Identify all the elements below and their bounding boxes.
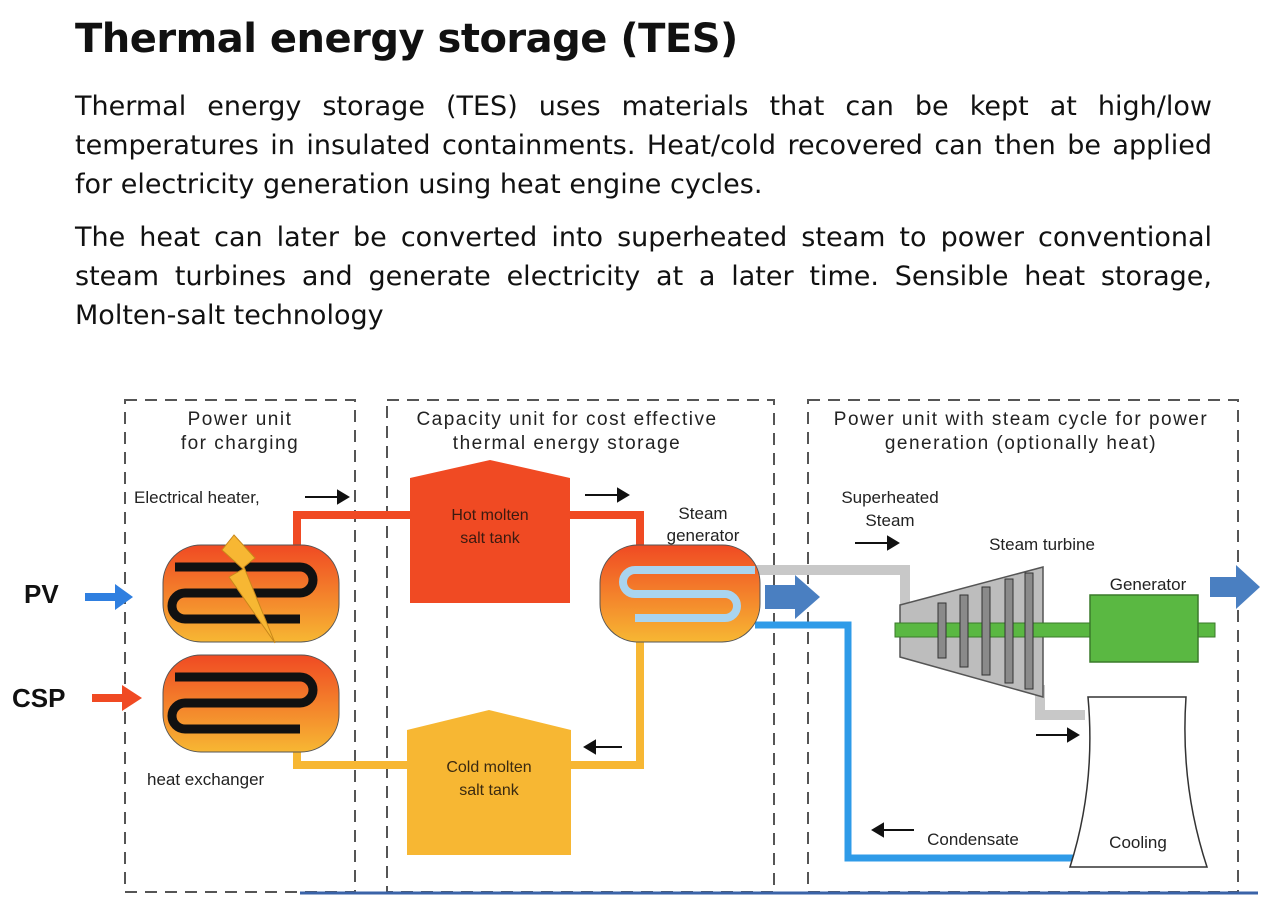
power-output-arrow (1210, 565, 1260, 609)
steam-turbine-label: Steam turbine (989, 535, 1095, 554)
capacity-section-box (386, 399, 775, 893)
water-pipe (755, 621, 1075, 862)
charging-heading-2: for charging (181, 433, 299, 454)
pv-label: PV (24, 579, 59, 609)
superheated-label-2: Steam (865, 511, 914, 530)
superheated-label-1: Superheated (841, 488, 938, 507)
intro-paragraph: Thermal energy storage (TES) uses materi… (75, 91, 1212, 200)
tes-diagram: Power unit for charging Capacity unit fo… (0, 345, 1280, 910)
cooling-tower (1068, 696, 1209, 868)
steam-generator-coil (619, 566, 755, 622)
cooling-label: Cooling (1109, 833, 1167, 852)
hot-tank-label-1: Hot molten (451, 507, 528, 524)
heat-transfer-arrow (765, 575, 820, 619)
condensate-label: Condensate (927, 830, 1019, 849)
turbine-blades (937, 572, 1034, 690)
flow-arrow-hot-out (585, 487, 630, 503)
hot-tank-label-2: salt tank (460, 530, 521, 547)
power-heading-2: generation (optionally heat) (885, 433, 1157, 454)
electrical-heater-label: Electrical heater, (134, 488, 260, 507)
capacity-heading-1: Capacity unit for cost effective (416, 409, 717, 430)
lightning-icon (221, 534, 276, 644)
charging-section-box (124, 399, 356, 893)
power-heading-1: Power unit with steam cycle for power (834, 409, 1208, 430)
generator (1089, 594, 1199, 663)
cold-tank-label-1: Cold molten (446, 759, 531, 776)
csp-arrow (92, 685, 142, 711)
steam-pipe (755, 565, 910, 610)
flow-arrow-exhaust (1036, 727, 1080, 743)
generator-label: Generator (1110, 575, 1187, 594)
capacity-heading-2: thermal energy storage (453, 433, 681, 454)
flow-arrow-condensate (871, 822, 914, 838)
exhaust-steam-pipe (1035, 685, 1085, 720)
flow-arrow-steam (855, 535, 900, 551)
flow-arrow-cold-in (583, 739, 622, 755)
tes-diagram-svg: Power unit for charging Capacity unit fo… (12, 399, 1260, 895)
csp-label: CSP (12, 683, 65, 713)
hot-tank (410, 460, 570, 603)
steam-generator-label-2: generator (667, 526, 740, 545)
cold-tank-label-2: salt tank (459, 782, 520, 799)
steam-generator-label-1: Steam (678, 504, 727, 523)
detail-paragraph: The heat can later be converted into sup… (75, 222, 1212, 331)
cold-tank (407, 710, 571, 855)
heat-exchanger-label: heat exchanger (147, 770, 265, 789)
page-title: Thermal energy storage (TES) (75, 16, 738, 62)
csp-coil (167, 672, 318, 734)
charging-heading-1: Power unit (188, 409, 293, 430)
flow-arrow-charging-out (305, 489, 350, 505)
pv-arrow (85, 584, 133, 610)
